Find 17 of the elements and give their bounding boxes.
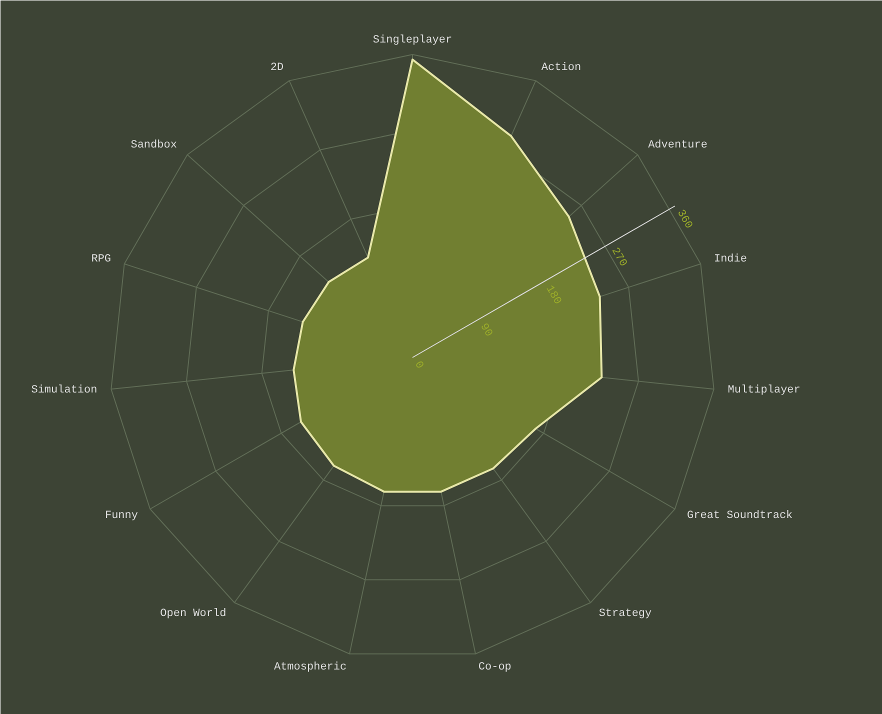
spoke-label: Sandbox [130,139,178,152]
spoke-label: Action [541,62,582,74]
spoke-label: Strategy [598,608,652,620]
spoke-label: Great Soundtrack [687,510,794,522]
spoke-label: Simulation [31,384,98,397]
spoke-label: 2D [270,62,284,74]
spoke-label: Adventure [648,139,708,152]
spoke-label: Singleplayer [372,34,452,46]
spoke-label: Open World [160,608,226,620]
y-tick-label: 360 [674,208,694,232]
y-tick-label: 270 [608,246,629,270]
spoke-label: Atmospheric [274,662,347,674]
spoke-label: Multiplayer [728,384,800,397]
spoke-label: RPG [91,254,112,266]
spoke-label: Funny [104,510,138,522]
spoke-label: Indie [714,254,747,266]
spoke-label: Co-op [478,662,512,674]
